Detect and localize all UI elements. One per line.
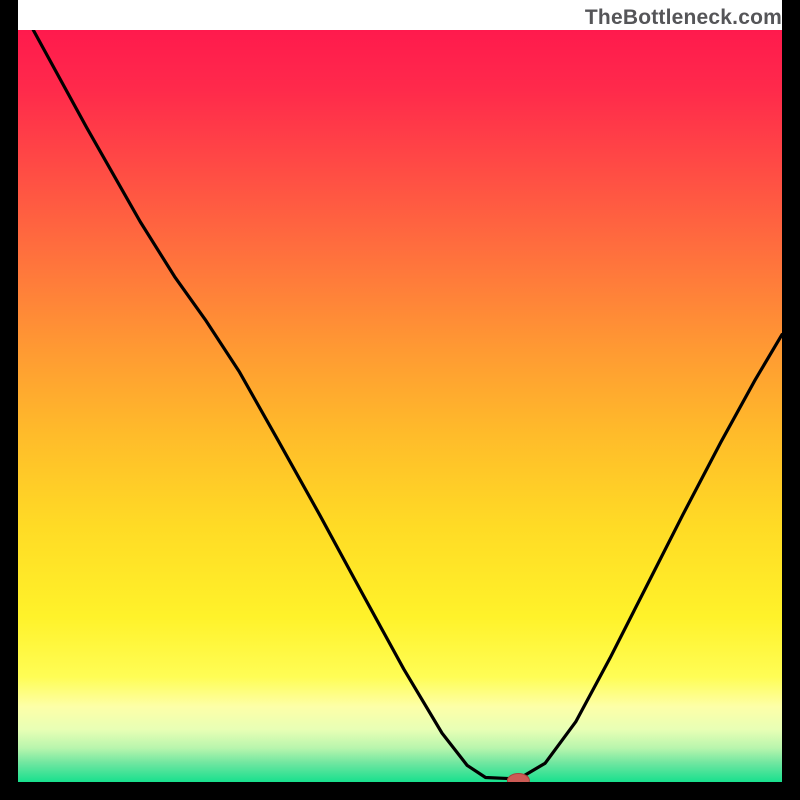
frame-bottom — [0, 782, 800, 800]
frame-left — [0, 0, 18, 800]
bottleneck-chart: TheBottleneck.com — [0, 0, 800, 800]
chart-svg — [0, 0, 800, 800]
frame-right — [782, 0, 800, 800]
chart-background — [18, 30, 782, 782]
watermark-text: TheBottleneck.com — [585, 6, 782, 30]
